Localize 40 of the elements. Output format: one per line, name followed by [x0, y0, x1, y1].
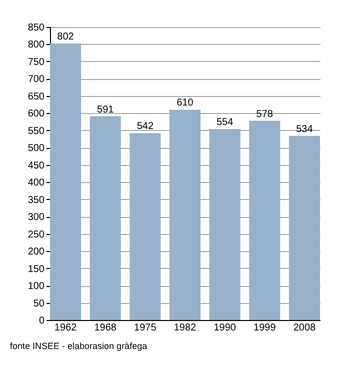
data-label: 542 [136, 121, 154, 132]
data-label: 591 [97, 104, 114, 116]
y-tick-label: 300 [28, 212, 45, 224]
source-note: fonte INSEE - elaborasion gràfega [10, 341, 148, 351]
y-tick-label: 250 [28, 229, 45, 240]
y-tick-label: 500 [28, 143, 45, 154]
y-tick-label: 800 [28, 40, 45, 51]
data-label: 534 [296, 124, 314, 135]
x-tick-label: 1962 [54, 322, 78, 334]
y-tick-label: 600 [28, 108, 45, 120]
bar [209, 129, 240, 320]
y-tick-label: 400 [28, 178, 45, 189]
x-tick-label: 2008 [293, 322, 316, 334]
data-label: 578 [256, 108, 274, 120]
bar [50, 44, 82, 320]
y-tick-label: 850 [28, 22, 45, 34]
y-tick-label: 150 [28, 264, 45, 275]
bar [249, 120, 280, 320]
x-tick-label: 1968 [94, 322, 117, 334]
y-tick-label: 350 [28, 194, 45, 206]
x-tick-label: 1982 [174, 322, 197, 334]
y-tick-label: 100 [28, 281, 45, 292]
bar [130, 133, 161, 320]
data-label: 554 [216, 117, 234, 128]
x-tick-label: 1999 [254, 322, 276, 334]
y-tick-label: 700 [28, 74, 45, 86]
bar [90, 116, 121, 320]
y-tick-label: 750 [28, 56, 45, 68]
bar [288, 136, 320, 320]
data-label: 802 [57, 32, 74, 43]
y-tick-label: 550 [28, 126, 45, 137]
x-tick-label: 1975 [134, 322, 157, 334]
y-tick-label: 200 [28, 246, 45, 258]
bar [169, 110, 201, 320]
y-tick-label: 450 [28, 160, 45, 172]
y-tick-label: 50 [33, 298, 45, 310]
x-tick-label: 1990 [214, 322, 236, 334]
y-tick-label: 0 [38, 316, 45, 326]
y-tick-label: 650 [28, 91, 45, 102]
data-label: 610 [176, 98, 194, 109]
